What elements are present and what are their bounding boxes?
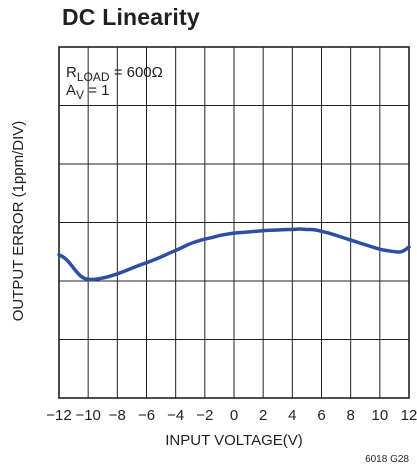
figure-code: 6018 G28 bbox=[365, 454, 409, 465]
rload-subscript: LOAD bbox=[77, 70, 110, 84]
plot-frame bbox=[58, 46, 410, 399]
grid bbox=[58, 46, 410, 399]
x-tick-label: −4 bbox=[167, 407, 184, 424]
rload-annotation: RLOAD = 600Ω bbox=[66, 64, 163, 84]
chart-title: DC Linearity bbox=[62, 4, 200, 30]
x-tick-label: −2 bbox=[196, 407, 213, 424]
x-tick-label: 0 bbox=[230, 407, 238, 424]
rload-symbol: R bbox=[66, 64, 77, 81]
x-axis-label: INPUT VOLTAGE(V) bbox=[165, 432, 303, 449]
x-tick-label: 2 bbox=[259, 407, 267, 424]
x-tick-label: 4 bbox=[288, 407, 296, 424]
x-tick-label: −12 bbox=[46, 407, 71, 424]
gain-value: = 1 bbox=[84, 82, 109, 99]
x-tick-label: −8 bbox=[109, 407, 126, 424]
y-axis-label: OUTPUT ERROR (1ppm/DIV) bbox=[10, 121, 27, 322]
x-tick-label: −10 bbox=[75, 407, 100, 424]
x-tick-label: 12 bbox=[401, 407, 417, 424]
gain-subscript: V bbox=[76, 88, 84, 102]
gain-symbol: A bbox=[66, 82, 76, 99]
x-tick-label: 6 bbox=[317, 407, 325, 424]
x-tick-label: 10 bbox=[371, 407, 388, 424]
rload-value: = 600Ω bbox=[110, 64, 163, 81]
output-error-line bbox=[57, 227, 411, 282]
x-tick-label: −6 bbox=[138, 407, 155, 424]
gain-annotation: AV = 1 bbox=[66, 82, 109, 102]
x-tick-labels: −12 −10 −8 −6 −4 −2 0 2 4 6 8 10 12 bbox=[46, 407, 417, 424]
x-tick-label: 8 bbox=[346, 407, 354, 424]
